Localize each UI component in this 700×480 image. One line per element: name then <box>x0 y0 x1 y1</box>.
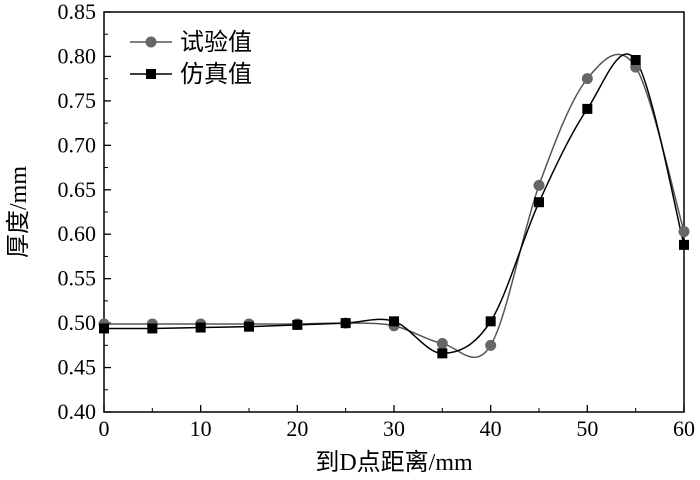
data-point-1 <box>485 316 496 327</box>
y-tick-label: 0.50 <box>58 310 97 335</box>
data-point-1 <box>292 319 303 330</box>
legend-marker-1 <box>146 69 156 79</box>
x-tick-label: 60 <box>673 416 695 441</box>
y-tick-label: 0.40 <box>58 399 97 424</box>
y-tick-label: 0.70 <box>58 132 97 157</box>
legend-marker-0 <box>145 36 157 48</box>
data-point-1 <box>437 348 448 359</box>
data-point-0 <box>436 338 448 350</box>
data-point-1 <box>99 323 109 334</box>
data-point-1 <box>679 239 689 250</box>
data-point-1 <box>147 323 158 334</box>
data-point-1 <box>244 321 254 332</box>
data-point-0 <box>581 73 593 85</box>
legend-label-1: 仿真值 <box>180 61 252 88</box>
data-point-0 <box>678 226 690 238</box>
data-point-0 <box>533 179 545 191</box>
x-axis-title: 到D点距离/mm <box>315 449 473 476</box>
x-tick-label: 50 <box>576 416 598 441</box>
x-tick-label: 40 <box>480 416 502 441</box>
x-tick-label: 0 <box>99 416 110 441</box>
y-tick-label: 0.45 <box>58 355 97 380</box>
y-tick-label: 0.65 <box>58 177 97 202</box>
x-tick-label: 20 <box>286 416 308 441</box>
x-tick-label: 30 <box>383 416 405 441</box>
data-point-1 <box>389 316 399 327</box>
data-point-1 <box>582 103 593 114</box>
y-tick-label: 0.55 <box>58 266 97 291</box>
y-axis-title: 厚度/mm <box>5 166 32 258</box>
series-line-1 <box>103 53 685 355</box>
y-tick-label: 0.85 <box>58 0 97 24</box>
y-tick-label: 0.60 <box>58 221 97 246</box>
data-point-1 <box>630 55 641 65</box>
x-tick-label: 10 <box>190 416 212 441</box>
data-point-1 <box>195 322 206 333</box>
data-point-0 <box>485 339 497 351</box>
y-tick-label: 0.75 <box>58 88 97 113</box>
data-point-1 <box>340 318 351 329</box>
data-point-1 <box>534 197 544 208</box>
y-tick-label: 0.80 <box>58 43 97 68</box>
legend-label-0: 试验值 <box>180 29 252 56</box>
series-line-0 <box>104 53 685 359</box>
